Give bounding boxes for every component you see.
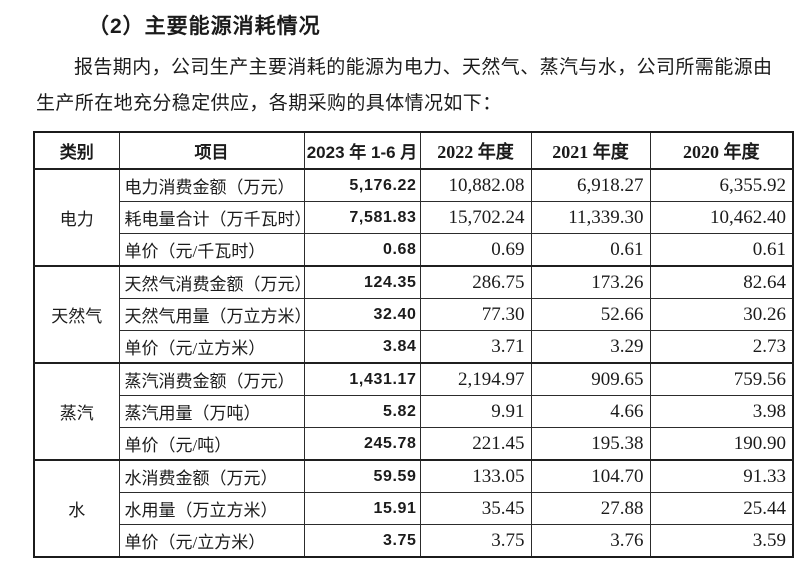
table-row: 水用量（万立方米） 15.91 35.45 27.88 25.44 (34, 492, 794, 525)
value-cell: 5.82 (303, 395, 421, 428)
value-cell: 35.45 (419, 492, 532, 525)
value-cell: 0.61 (530, 233, 651, 267)
table-row: 蒸汽 蒸汽消费金额（万元） 1,431.17 2,194.97 909.65 7… (33, 362, 794, 461)
table-row: 单价（元/吨） 245.78 221.45 195.38 190.90 (34, 427, 794, 461)
value-cell: 2.73 (649, 330, 794, 364)
value-cell: 7,581.83 (303, 201, 421, 234)
value-cell: 0.69 (419, 233, 532, 267)
value-cell: 245.78 (303, 427, 421, 461)
value-cell: 25.44 (649, 492, 794, 525)
value-cell: 3.29 (530, 330, 651, 364)
value-cell: 52.66 (530, 298, 651, 331)
value-cell: 2,194.97 (419, 362, 532, 396)
group-natural-gas: 天然气 天然气消费金额（万元） 124.35 286.75 173.26 82.… (33, 265, 794, 364)
item-cell: 水消费金额（万元） (118, 459, 305, 493)
value-cell: 91.33 (649, 459, 794, 493)
value-cell: 10,882.08 (419, 168, 532, 202)
document-page: （2）主要能源消耗情况 报告期内，公司生产主要消耗的能源为电力、天然气、蒸汽与水… (0, 13, 800, 558)
value-cell: 3.75 (303, 524, 421, 558)
value-cell: 15,702.24 (419, 201, 532, 234)
header-row: 类别 项目 2023 年 1-6 月 2022 年度 2021 年度 2020 … (33, 131, 794, 170)
value-cell: 0.61 (649, 233, 794, 267)
value-cell: 77.30 (419, 298, 532, 331)
group-water: 水 水消费金额（万元） 59.59 133.05 104.70 91.33 水用… (33, 459, 794, 558)
intro-paragraph-line-2: 生产所在地充分稳定供应，各期采购的具体情况如下： (36, 93, 502, 114)
value-cell: 173.26 (530, 265, 651, 299)
value-cell: 3.98 (649, 395, 794, 428)
category-cell: 天然气 (33, 265, 120, 364)
category-cell: 水 (33, 459, 120, 558)
value-cell: 82.64 (649, 265, 794, 299)
section-heading: （2）主要能源消耗情况 (88, 15, 321, 38)
header-category: 类别 (33, 131, 120, 170)
value-cell: 3.59 (649, 524, 794, 558)
value-cell: 59.59 (303, 459, 421, 493)
value-cell: 909.65 (530, 362, 651, 396)
item-cell: 单价（元/立方米） (118, 524, 305, 558)
item-cell: 单价（元/吨） (118, 427, 305, 461)
item-cell: 水用量（万立方米） (118, 492, 305, 525)
table-row: 耗电量合计（万千瓦时） 7,581.83 15,702.24 11,339.30… (34, 201, 794, 234)
group-electricity: 电力 电力消费金额（万元） 5,176.22 10,882.08 6,918.2… (33, 168, 794, 267)
value-cell: 286.75 (419, 265, 532, 299)
value-cell: 221.45 (419, 427, 532, 461)
value-cell: 11,339.30 (530, 201, 651, 234)
header-2022: 2022 年度 (419, 131, 532, 170)
header-item: 项目 (118, 131, 305, 170)
table-row: 水 水消费金额（万元） 59.59 133.05 104.70 91.33 (33, 459, 794, 558)
item-cell: 天然气消费金额（万元） (118, 265, 305, 299)
value-cell: 9.91 (419, 395, 532, 428)
category-cell: 蒸汽 (33, 362, 120, 461)
value-cell: 1,431.17 (303, 362, 421, 396)
value-cell: 124.35 (303, 265, 421, 299)
value-cell: 3.71 (419, 330, 532, 364)
item-cell: 单价（元/千瓦时） (118, 233, 305, 267)
header-2021: 2021 年度 (530, 131, 651, 170)
value-cell: 3.84 (303, 330, 421, 364)
group-steam: 蒸汽 蒸汽消费金额（万元） 1,431.17 2,194.97 909.65 7… (33, 362, 794, 461)
value-cell: 133.05 (419, 459, 532, 493)
value-cell: 5,176.22 (303, 168, 421, 202)
item-cell: 耗电量合计（万千瓦时） (118, 201, 305, 234)
value-cell: 190.90 (649, 427, 794, 461)
value-cell: 6,355.92 (649, 168, 794, 202)
header-2023: 2023 年 1-6 月 (303, 131, 421, 170)
table-row: 单价（元/立方米） 3.84 3.71 3.29 2.73 (34, 330, 794, 364)
value-cell: 3.76 (530, 524, 651, 558)
value-cell: 0.68 (303, 233, 421, 267)
energy-consumption-table: 类别 项目 2023 年 1-6 月 2022 年度 2021 年度 2020 … (33, 131, 794, 558)
value-cell: 32.40 (303, 298, 421, 331)
category-cell: 电力 (33, 168, 120, 267)
item-cell: 单价（元/立方米） (118, 330, 305, 364)
table-row: 单价（元/千瓦时） 0.68 0.69 0.61 0.61 (34, 233, 794, 267)
value-cell: 6,918.27 (530, 168, 651, 202)
table-row: 天然气 天然气消费金额（万元） 124.35 286.75 173.26 82.… (33, 265, 794, 364)
value-cell: 10,462.40 (649, 201, 794, 234)
value-cell: 4.66 (530, 395, 651, 428)
value-cell: 759.56 (649, 362, 794, 396)
table-row: 蒸汽用量（万吨） 5.82 9.91 4.66 3.98 (34, 395, 794, 428)
header-2020: 2020 年度 (649, 131, 794, 170)
intro-paragraph-line-1: 报告期内，公司生产主要消耗的能源为电力、天然气、蒸汽与水，公司所需能源由 (74, 57, 773, 78)
value-cell: 104.70 (530, 459, 651, 493)
value-cell: 15.91 (303, 492, 421, 525)
item-cell: 蒸汽消费金额（万元） (118, 362, 305, 396)
value-cell: 30.26 (649, 298, 794, 331)
value-cell: 27.88 (530, 492, 651, 525)
value-cell: 3.75 (419, 524, 532, 558)
table-row: 单价（元/立方米） 3.75 3.75 3.76 3.59 (34, 524, 794, 558)
table-row: 电力 电力消费金额（万元） 5,176.22 10,882.08 6,918.2… (33, 168, 794, 267)
table-row: 天然气用量（万立方米） 32.40 77.30 52.66 30.26 (34, 298, 794, 331)
value-cell: 195.38 (530, 427, 651, 461)
item-cell: 蒸汽用量（万吨） (118, 395, 305, 428)
item-cell: 天然气用量（万立方米） (118, 298, 305, 331)
item-cell: 电力消费金额（万元） (118, 168, 305, 202)
